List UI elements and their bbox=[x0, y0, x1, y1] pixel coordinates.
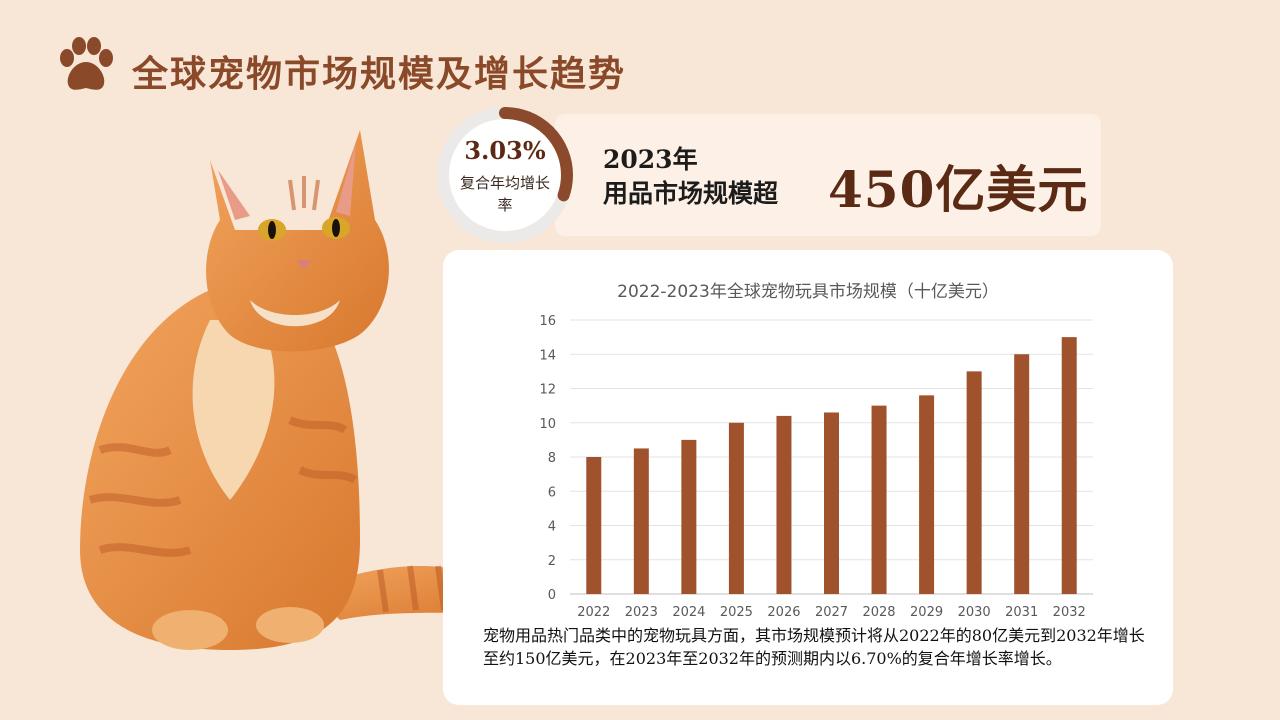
y-tick-label: 6 bbox=[548, 485, 556, 500]
chart-card bbox=[443, 250, 1173, 705]
bar bbox=[1061, 337, 1077, 594]
bar-chart: 0 2 4 6 8 10 12 14 16 2022 2023 2024 2025 2026 2027 202… bbox=[539, 314, 1093, 620]
x-tick-label: 2023 bbox=[625, 605, 658, 620]
highlight-description: 用品市场规模超 bbox=[603, 179, 779, 208]
cagr-ring bbox=[437, 107, 573, 243]
x-tick-label: 2031 bbox=[1005, 605, 1038, 620]
cat-illustration bbox=[80, 130, 499, 650]
highlight-year: 2023年 bbox=[603, 145, 698, 174]
y-tick-label: 8 bbox=[548, 451, 556, 466]
bar bbox=[586, 457, 602, 594]
bar bbox=[633, 448, 649, 594]
cagr-value: 3.03% bbox=[464, 136, 546, 165]
bar bbox=[966, 371, 982, 594]
y-tick-label: 4 bbox=[548, 520, 556, 535]
y-tick-label: 0 bbox=[548, 588, 556, 603]
bar bbox=[824, 412, 839, 594]
x-tick-label: 2029 bbox=[910, 605, 943, 620]
bar bbox=[681, 439, 697, 594]
x-tick-label: 2030 bbox=[958, 605, 991, 620]
y-tick-label: 12 bbox=[539, 383, 556, 398]
y-tick-label: 16 bbox=[539, 314, 556, 329]
x-tick-label: 2028 bbox=[862, 605, 895, 620]
bar bbox=[1014, 354, 1030, 594]
highlight-market-size: 450亿美元 bbox=[828, 160, 1089, 219]
x-tick-label: 2024 bbox=[672, 605, 705, 620]
x-tick-label: 2026 bbox=[767, 605, 800, 620]
chart-title: 2022-2023年全球宠物玩具市场规模（十亿美元） bbox=[617, 282, 999, 302]
bar bbox=[919, 395, 935, 594]
paw-icon bbox=[60, 37, 113, 90]
x-tick-label: 2032 bbox=[1053, 605, 1086, 620]
chart-caption: 宠物用品热门品类中的宠物玩具方面，其市场规模预计将从2022年的80亿美元到20… bbox=[483, 626, 1145, 668]
x-tick-label: 2022 bbox=[577, 605, 610, 620]
bar bbox=[776, 415, 792, 594]
highlight-banner bbox=[555, 114, 1101, 236]
page-title: 全球宠物市场规模及增长趋势 bbox=[132, 53, 627, 95]
cagr-label: 复合年均增长率 bbox=[459, 174, 550, 214]
bar bbox=[871, 405, 887, 594]
bar bbox=[728, 422, 744, 594]
y-tick-label: 14 bbox=[539, 348, 556, 363]
x-tick-label: 2025 bbox=[720, 605, 753, 620]
x-tick-label: 2027 bbox=[815, 605, 848, 620]
cagr-ring-arc bbox=[437, 107, 573, 243]
y-tick-label: 2 bbox=[548, 554, 556, 569]
y-tick-label: 10 bbox=[539, 417, 556, 432]
